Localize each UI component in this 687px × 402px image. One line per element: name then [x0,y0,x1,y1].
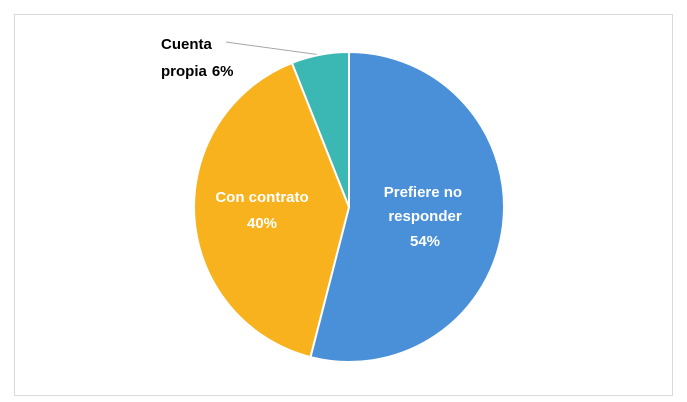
value-label: 6% [212,63,234,80]
slice-label: Cuenta propia [161,36,216,80]
slice-label: Prefiere no responder [384,184,467,225]
slice-label: Con contrato [215,189,308,206]
value-label: 54% [410,233,440,250]
value-label: 40% [247,215,277,232]
pie-slice [193,61,351,359]
pie-slice [309,50,505,363]
pie-slice [290,50,350,208]
leader-line [225,41,322,56]
